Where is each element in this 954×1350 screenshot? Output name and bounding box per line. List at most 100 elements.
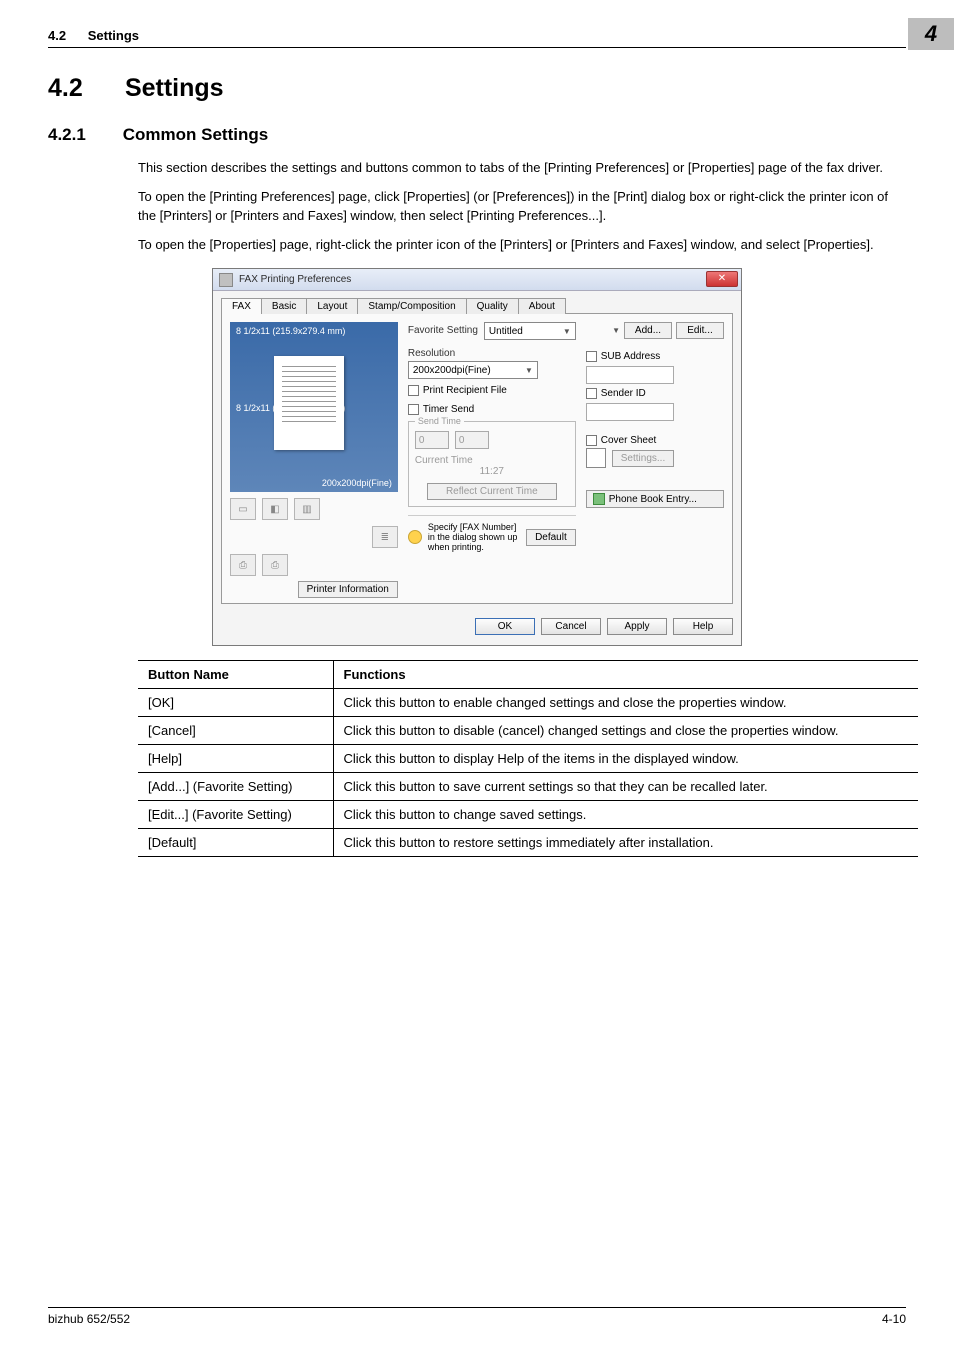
- table-row: [Cancel]Click this button to disable (ca…: [138, 717, 918, 745]
- table-row: [Edit...] (Favorite Setting)Click this b…: [138, 801, 918, 829]
- chevron-down-icon: ▼: [563, 327, 571, 336]
- favorite-setting-value: Untitled: [489, 326, 523, 337]
- table-cell-button-name: [Cancel]: [138, 717, 333, 745]
- running-head-num: 4.2: [48, 28, 66, 43]
- checkbox-icon: [408, 385, 419, 396]
- chapter-marker: 4: [908, 18, 954, 50]
- table-cell-function: Click this button to restore settings im…: [333, 829, 918, 857]
- tabs: FAX Basic Layout Stamp/Composition Quali…: [213, 291, 741, 313]
- apply-button[interactable]: Apply: [607, 618, 667, 635]
- checkbox-icon: [408, 404, 419, 415]
- preview-tool-icon[interactable]: ▥: [294, 498, 320, 520]
- preview-size-top: 8 1/2x11 (215.9x279.4 mm): [236, 326, 392, 336]
- footer-left: bizhub 652/552: [48, 1312, 130, 1326]
- table-cell-button-name: [Help]: [138, 745, 333, 773]
- printer-information-button[interactable]: Printer Information: [298, 581, 398, 598]
- ok-button[interactable]: OK: [475, 618, 535, 635]
- footer-right: 4-10: [882, 1312, 906, 1326]
- tab-about[interactable]: About: [518, 298, 566, 314]
- checkbox-icon: [586, 388, 597, 399]
- sender-id-input[interactable]: [586, 403, 674, 421]
- preview-tool-icon[interactable]: ⎙: [262, 554, 288, 576]
- table-cell-function: Click this button to enable changed sett…: [333, 689, 918, 717]
- subsection-heading-title: Common Settings: [123, 125, 268, 144]
- resolution-label: Resolution: [408, 348, 576, 359]
- table-row: [Add...] (Favorite Setting)Click this bu…: [138, 773, 918, 801]
- cover-sheet-settings-button[interactable]: Settings...: [612, 450, 674, 467]
- edit-favorite-button[interactable]: Edit...: [676, 322, 724, 339]
- subsection-heading: 4.2.1 Common Settings: [48, 125, 906, 145]
- section-heading: 4.2 Settings: [48, 74, 906, 103]
- send-time-hour-stepper[interactable]: 0: [415, 431, 449, 449]
- favorite-setting-label: Favorite Setting: [408, 325, 478, 336]
- sub-address-checkbox[interactable]: SUB Address: [586, 351, 724, 362]
- help-button[interactable]: Help: [673, 618, 733, 635]
- preview-tool-icon[interactable]: ◧: [262, 498, 288, 520]
- table-cell-function: Click this button to display Help of the…: [333, 745, 918, 773]
- reflect-current-time-button[interactable]: Reflect Current Time: [427, 483, 557, 500]
- page-footer: bizhub 652/552 4-10: [48, 1307, 906, 1326]
- sender-id-checkbox[interactable]: Sender ID: [586, 388, 724, 399]
- table-cell-button-name: [OK]: [138, 689, 333, 717]
- section-heading-title: Settings: [125, 74, 224, 102]
- tab-panel: 8 1/2x11 (215.9x279.4 mm) 8 1/2x11 (215.…: [221, 313, 733, 604]
- table-cell-button-name: [Edit...] (Favorite Setting): [138, 801, 333, 829]
- resolution-value: 200x200dpi(Fine): [413, 365, 491, 376]
- timer-send-checkbox[interactable]: Timer Send: [408, 404, 576, 415]
- printing-preferences-dialog: FAX Printing Preferences ✕ FAX Basic Lay…: [212, 268, 742, 646]
- table-cell-function: Click this button to disable (cancel) ch…: [333, 717, 918, 745]
- table-cell-function: Click this button to save current settin…: [333, 773, 918, 801]
- preview-tool-icon[interactable]: ▭: [230, 498, 256, 520]
- favorite-setting-select[interactable]: Untitled ▼: [484, 322, 576, 340]
- tab-basic[interactable]: Basic: [261, 298, 307, 314]
- preview-tool-icon[interactable]: ⎙: [230, 554, 256, 576]
- cover-sheet-label: Cover Sheet: [601, 435, 657, 446]
- paragraph: This section describes the settings and …: [138, 159, 906, 178]
- sender-id-label: Sender ID: [601, 388, 646, 399]
- resolution-select[interactable]: 200x200dpi(Fine) ▼: [408, 361, 538, 379]
- send-time-fieldset: Send Time 0 0 Current Time 11:27 Reflect…: [408, 421, 576, 507]
- phone-book-entry-label: Phone Book Entry...: [609, 494, 697, 505]
- table-header: Button Name: [138, 661, 333, 689]
- add-favorite-button[interactable]: Add...: [624, 322, 672, 339]
- current-time-value: 11:27: [415, 466, 569, 477]
- timer-send-label: Timer Send: [423, 404, 474, 415]
- tab-stamp-composition[interactable]: Stamp/Composition: [357, 298, 466, 314]
- current-time-label: Current Time: [415, 455, 569, 466]
- send-time-label: Send Time: [415, 416, 464, 426]
- default-button[interactable]: Default: [526, 529, 576, 546]
- preview-resolution-badge: 200x200dpi(Fine): [322, 478, 392, 488]
- running-head-name: Settings: [88, 28, 139, 43]
- paragraph: To open the [Printing Preferences] page,…: [138, 188, 906, 226]
- preview-tool-icon[interactable]: ≣: [372, 526, 398, 548]
- close-icon[interactable]: ✕: [706, 271, 738, 287]
- print-recipient-file-checkbox[interactable]: Print Recipient File: [408, 385, 576, 396]
- dialog-button-row: OK Cancel Apply Help: [213, 612, 741, 645]
- sub-address-input[interactable]: [586, 366, 674, 384]
- dialog-titlebar: FAX Printing Preferences ✕: [213, 269, 741, 291]
- dialog-title: FAX Printing Preferences: [239, 274, 351, 285]
- chevron-down-icon: ▼: [612, 326, 620, 335]
- checkbox-icon: [586, 435, 597, 446]
- cancel-button[interactable]: Cancel: [541, 618, 601, 635]
- phone-book-entry-button[interactable]: Phone Book Entry...: [586, 490, 724, 508]
- chevron-down-icon: ▼: [525, 366, 533, 375]
- section-heading-num: 4.2: [48, 74, 118, 103]
- tab-fax[interactable]: FAX: [221, 298, 262, 314]
- subsection-heading-num: 4.2.1: [48, 125, 118, 145]
- tab-quality[interactable]: Quality: [466, 298, 519, 314]
- button-functions-table: Button Name Functions [OK]Click this but…: [138, 660, 918, 857]
- cover-sheet-preview-icon: [586, 448, 606, 468]
- cover-sheet-checkbox[interactable]: Cover Sheet: [586, 435, 724, 446]
- table-cell-function: Click this button to change saved settin…: [333, 801, 918, 829]
- lightbulb-icon: [408, 530, 422, 544]
- table-row: [OK]Click this button to enable changed …: [138, 689, 918, 717]
- send-time-minute-stepper[interactable]: 0: [455, 431, 489, 449]
- phone-book-icon: [593, 493, 605, 505]
- hint-row: Specify [FAX Number] in the dialog shown…: [408, 515, 576, 552]
- print-recipient-file-label: Print Recipient File: [423, 385, 507, 396]
- table-row: [Default]Click this button to restore se…: [138, 829, 918, 857]
- running-head: 4.2 Settings: [48, 28, 906, 48]
- table-cell-button-name: [Default]: [138, 829, 333, 857]
- tab-layout[interactable]: Layout: [306, 298, 358, 314]
